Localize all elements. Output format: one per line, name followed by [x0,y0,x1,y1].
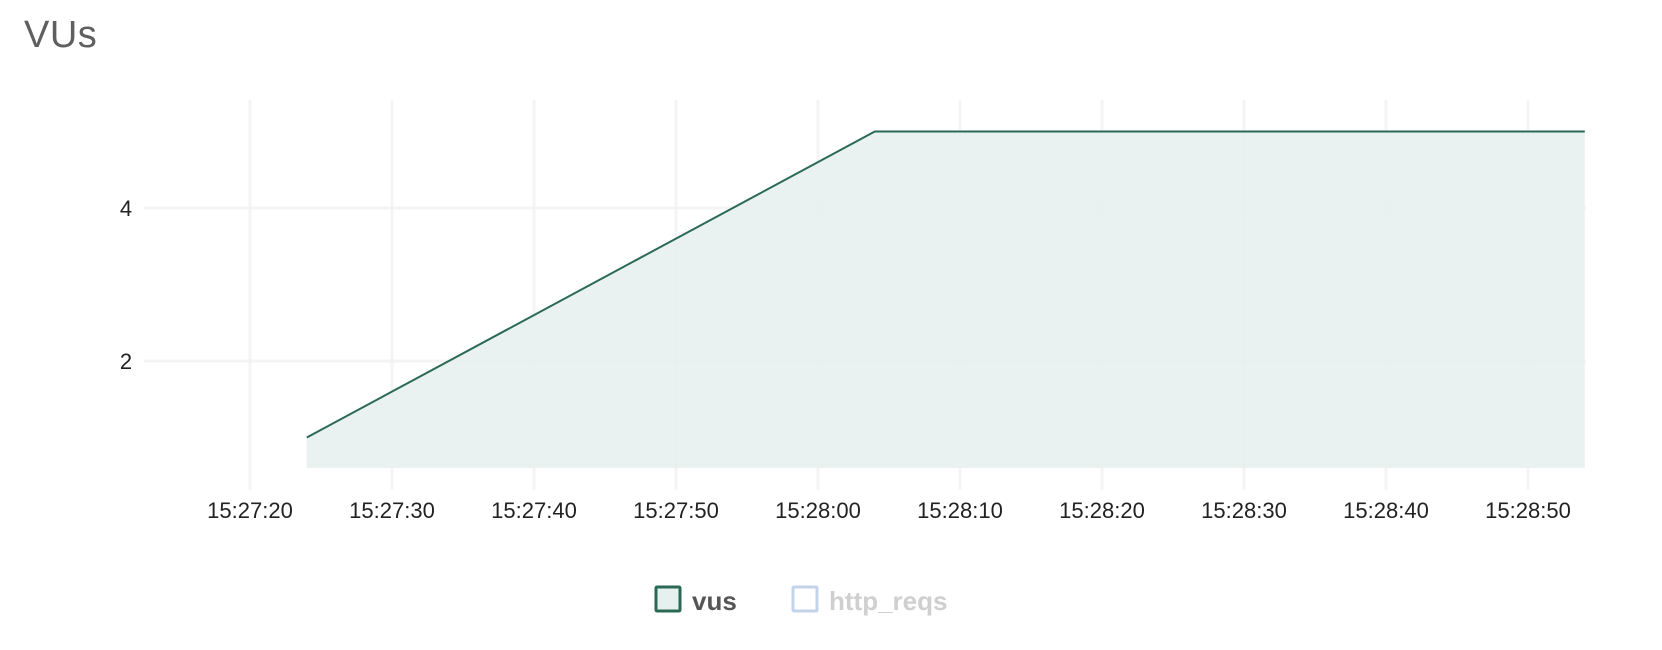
x-tick-label: 15:28:20 [1059,498,1145,523]
y-tick-label: 2 [120,349,132,374]
x-tick-label: 15:28:10 [917,498,1003,523]
chart-line-layer [306,130,1585,439]
chart-legend: vus http_reqs [654,585,947,616]
x-tick-label: 15:27:50 [633,498,719,523]
legend-label-vus: vus [692,586,737,616]
x-tick-label: 15:27:40 [491,498,577,523]
legend-swatch-vus [654,585,682,613]
series-area-vus [306,131,1585,469]
x-tick-label: 15:28:30 [1201,498,1287,523]
y-axis: 24 [120,196,132,374]
x-tick-label: 15:28:50 [1485,498,1571,523]
page-title: VUs [24,14,98,56]
x-tick-label: 15:27:30 [349,498,435,523]
x-axis: 15:27:20 15:27:30 15:27:40 15:27:50 15:28:00… [207,498,1571,523]
y-tick-label: 4 [120,196,132,221]
x-tick-label: 15:27:20 [207,498,293,523]
legend-item-vus[interactable]: vus [654,585,737,616]
x-tick-label: 15:28:00 [775,498,861,523]
legend-label-http_reqs: http_reqs [829,586,947,616]
legend-item-http_reqs[interactable]: http_reqs [791,585,947,616]
legend-swatch-http_reqs [791,585,819,613]
x-tick-label: 15:28:40 [1343,498,1429,523]
chart-area-layer [306,131,1585,469]
